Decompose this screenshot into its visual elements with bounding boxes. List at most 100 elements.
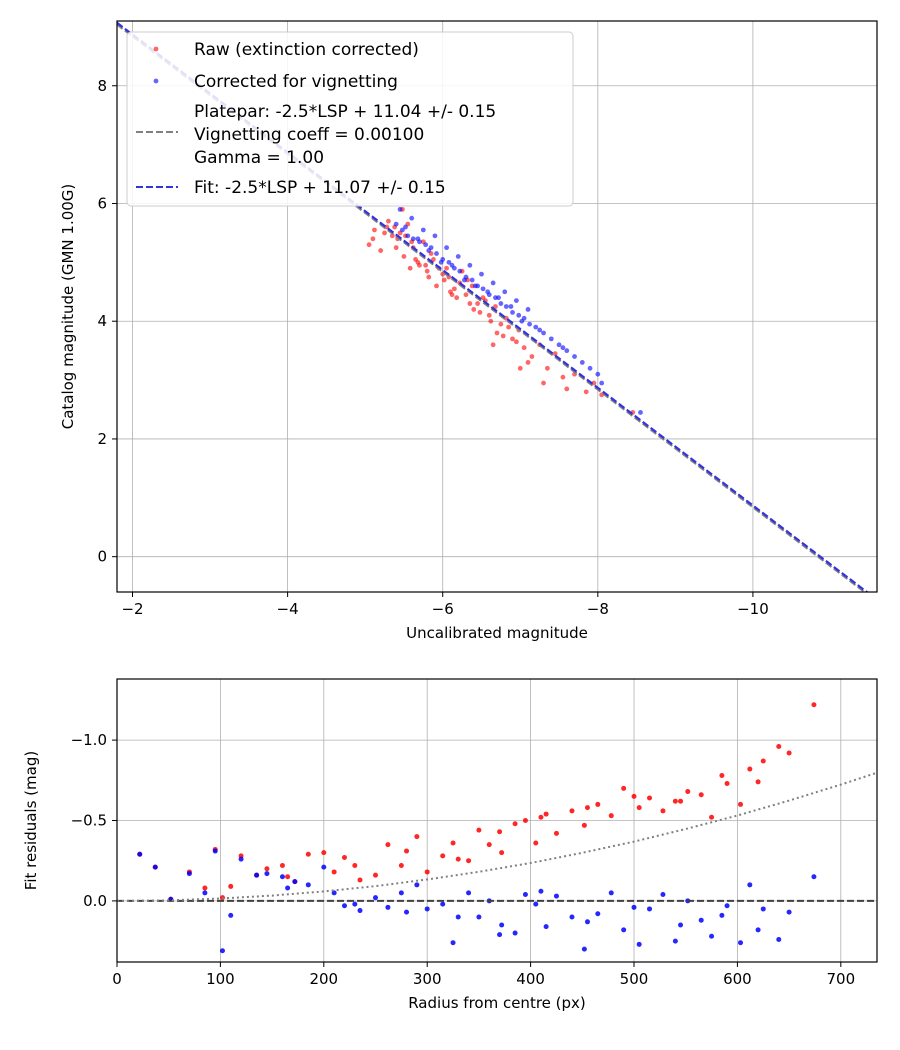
data-point-points-1 [522, 891, 528, 897]
data-point-points-0 [560, 374, 566, 380]
x-tick-label: 300 [413, 970, 442, 988]
data-point-points-0 [490, 342, 496, 348]
data-point-points-0 [755, 779, 761, 785]
data-point-points-0 [525, 360, 531, 365]
data-point-points-1 [672, 938, 678, 944]
residuals-scatter-chart: 0 100 200 300 400 500 600 700 0.0 −0.5 −1.0 Radius … [22, 678, 878, 1012]
data-point-points-1 [352, 901, 358, 907]
data-point-points-1 [747, 882, 753, 888]
data-point-points-0 [407, 265, 413, 271]
data-point-points-1 [599, 380, 605, 386]
data-point-points-0 [738, 801, 744, 807]
data-point-points-1 [502, 289, 508, 295]
data-point-points-1 [423, 242, 429, 248]
data-point-points-1 [621, 927, 627, 933]
data-point-points-0 [811, 702, 817, 708]
data-point-points-0 [591, 380, 597, 386]
data-point-points-0 [510, 336, 515, 342]
data-point-points-1 [137, 851, 143, 857]
x-tick-label: 500 [620, 970, 649, 988]
data-point-points-0 [373, 872, 379, 878]
data-point-points-1 [490, 280, 496, 286]
data-point-points-1 [404, 909, 410, 915]
data-point-points-0 [747, 766, 753, 772]
data-point-points-0 [513, 339, 519, 345]
data-point-points-0 [595, 801, 601, 807]
data-point-points-0 [398, 863, 404, 869]
data-point-points-0 [352, 863, 358, 869]
data-point-points-0 [449, 292, 455, 298]
data-point-points-1 [564, 348, 570, 354]
data-point-points-1 [385, 904, 391, 910]
data-point-points-1 [498, 301, 504, 306]
data-point-points-0 [776, 744, 782, 750]
data-point-points-0 [522, 818, 528, 823]
data-point-points-1 [238, 856, 244, 862]
data-point-points-1 [285, 885, 291, 891]
data-point-points-0 [475, 301, 481, 306]
data-point-points-0 [541, 380, 546, 386]
data-point-points-0 [357, 877, 363, 883]
x-tick-label: −4 [277, 600, 299, 618]
data-point-points-0 [543, 811, 549, 817]
data-point-points-1 [497, 932, 503, 938]
legend-label-corrected: Corrected for vignetting [194, 72, 398, 92]
x-tick-label: 400 [516, 970, 545, 988]
data-point-points-0 [517, 365, 523, 371]
x-tick-label: 200 [309, 970, 338, 988]
data-point-points-0 [372, 227, 377, 233]
data-point-points-1 [709, 933, 715, 939]
data-point-points-0 [685, 789, 691, 795]
data-point-points-0 [228, 883, 234, 889]
data-point-points-0 [202, 885, 208, 891]
series-line-1 [117, 771, 877, 902]
data-point-points-1 [409, 215, 415, 221]
data-point-points-0 [583, 389, 589, 395]
data-point-points-1 [466, 890, 472, 896]
data-point-points-0 [401, 254, 407, 259]
data-point-points-0 [660, 808, 666, 814]
data-point-points-1 [519, 318, 525, 324]
data-point-points-1 [403, 224, 408, 230]
data-point-points-1 [457, 268, 463, 274]
series-line-1 [117, 21, 869, 592]
plot-area [117, 21, 869, 592]
data-point-points-0 [279, 863, 285, 869]
data-point-points-1 [538, 888, 544, 894]
data-point-points-0 [698, 792, 704, 798]
data-point-points-1 [560, 345, 566, 351]
data-point-points-1 [399, 227, 405, 233]
data-point-points-0 [264, 866, 270, 872]
data-point-points-0 [786, 750, 792, 756]
data-point-points-1 [581, 946, 587, 952]
data-point-points-0 [434, 283, 439, 289]
data-point-points-0 [488, 318, 494, 324]
data-point-points-0 [467, 301, 473, 306]
x-axis-label: Uncalibrated magnitude [406, 624, 588, 642]
data-point-points-1 [525, 307, 531, 312]
data-point-points-1 [476, 914, 482, 920]
legend-label-vignetting: Vignetting coeff = 0.00100 [194, 125, 424, 145]
data-point-points-0 [413, 257, 418, 262]
data-point-points-0 [564, 386, 570, 392]
data-point-points-1 [527, 321, 532, 327]
legend-box [126, 31, 574, 207]
data-point-points-0 [497, 829, 503, 835]
data-point-points-1 [738, 940, 744, 946]
legend-label-fit: Fit: -2.5*LSP + 11.07 +/- 0.15 [194, 178, 446, 198]
data-point-points-1 [152, 864, 158, 870]
data-point-points-1 [811, 874, 817, 880]
data-point-points-1 [579, 360, 585, 365]
data-point-points-0 [450, 840, 456, 846]
data-point-points-1 [556, 342, 562, 348]
data-point-points-0 [424, 268, 430, 274]
data-point-points-1 [305, 882, 311, 888]
data-point-points-1 [636, 941, 642, 947]
data-point-points-0 [431, 257, 436, 262]
data-point-points-0 [444, 265, 449, 271]
data-point-points-1 [647, 906, 653, 912]
data-point-points-1 [533, 324, 539, 330]
x-tick-label: −8 [587, 600, 609, 618]
x-tick-label: 0 [112, 970, 122, 988]
data-point-points-0 [451, 286, 457, 292]
